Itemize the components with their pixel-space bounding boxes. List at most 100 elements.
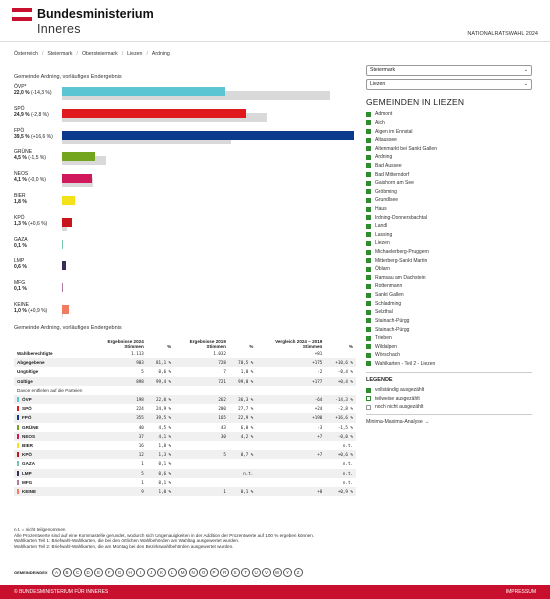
index-letter-i[interactable]: I bbox=[136, 568, 146, 577]
index-letter-k[interactable]: K bbox=[157, 568, 167, 577]
col-header-stimmen: Stimmen bbox=[206, 344, 226, 349]
index-letter-s[interactable]: S bbox=[230, 568, 240, 577]
cell-value: 22,0 % bbox=[146, 395, 175, 405]
gemeinde-item[interactable]: Mitterberg-Sankt Martin bbox=[366, 256, 536, 265]
index-letter-v[interactable]: V bbox=[262, 568, 272, 577]
cell-value bbox=[174, 478, 229, 487]
gemeinde-name: Irdning-Donnersbachtal bbox=[375, 214, 427, 221]
gemeinde-item[interactable]: Gaishorn am See bbox=[366, 179, 536, 188]
gemeinde-item[interactable]: Bad Mitterndorf bbox=[366, 170, 536, 179]
cell-value: 721 bbox=[174, 376, 229, 386]
index-letter-m[interactable]: M bbox=[178, 568, 188, 577]
bar-2024[interactable] bbox=[62, 130, 354, 140]
gemeinde-item[interactable]: Altaussee bbox=[366, 136, 536, 145]
gemeinde-item[interactable]: Haus bbox=[366, 205, 536, 214]
minmax-analysis-link[interactable]: Minima-Maxima-Analyse → bbox=[366, 419, 430, 425]
index-letter-g[interactable]: G bbox=[115, 568, 125, 577]
index-letter-w[interactable]: W bbox=[272, 568, 282, 577]
index-letter-c[interactable]: C bbox=[73, 568, 83, 577]
gemeinde-item[interactable]: Aigen im Ennstal bbox=[366, 127, 536, 136]
bar-2024[interactable] bbox=[62, 239, 63, 249]
index-letter-r[interactable]: R bbox=[220, 568, 230, 577]
cell-value bbox=[256, 478, 325, 487]
index-letter-b[interactable]: B bbox=[62, 568, 72, 577]
gemeinde-item[interactable]: Landl bbox=[366, 222, 536, 231]
bar-2024[interactable] bbox=[62, 196, 76, 205]
index-letter-n[interactable]: N bbox=[188, 568, 198, 577]
district-select[interactable]: Liezen ⌄ bbox=[366, 79, 532, 90]
gemeinde-name: Altenmarkt bei Sankt Gallen bbox=[375, 145, 437, 152]
index-letter-f[interactable]: F bbox=[104, 568, 114, 577]
cell-value: 9 bbox=[92, 487, 147, 497]
gemeinde-item[interactable]: Liezen bbox=[366, 239, 536, 248]
gemeinde-item[interactable]: Selzthal bbox=[366, 308, 536, 317]
bar-2024[interactable] bbox=[62, 261, 67, 271]
gemeinde-item[interactable]: Wörschach bbox=[366, 351, 536, 360]
table-row: GRÜNE 40 4,5 % 43 6,0 % -3 -1,5 % bbox=[14, 423, 356, 432]
index-letter-t[interactable]: T bbox=[241, 568, 251, 577]
breadcrumb-item[interactable]: Steiermark bbox=[47, 51, 73, 57]
cell-value: -14,3 % bbox=[325, 395, 356, 405]
bar-2024[interactable] bbox=[62, 305, 70, 314]
breadcrumb-item[interactable]: Liezen bbox=[127, 51, 143, 57]
index-letter-h[interactable]: H bbox=[125, 568, 135, 577]
bar-2024[interactable] bbox=[62, 174, 93, 184]
ministry-subname[interactable]: Inneres bbox=[37, 22, 81, 36]
party-name: ÖVP* bbox=[14, 84, 27, 90]
gemeinde-item[interactable]: Aich bbox=[366, 119, 536, 128]
cell-value: 1,8 % bbox=[158, 443, 172, 449]
gemeinde-item[interactable]: Öblarn bbox=[366, 265, 536, 274]
index-letter-p[interactable]: P bbox=[209, 568, 219, 577]
gemeinde-item[interactable]: Stainach-Pürgg bbox=[366, 325, 536, 334]
gemeinde-item[interactable]: Altenmarkt bei Sankt Gallen bbox=[366, 144, 536, 153]
cell-value: 99,0 % bbox=[228, 376, 257, 386]
status-square-icon bbox=[366, 249, 371, 255]
party-name: GAZA bbox=[17, 461, 36, 467]
gemeinde-item[interactable]: Gröbming bbox=[366, 187, 536, 196]
breadcrumb-item[interactable]: Obersteiermark bbox=[81, 51, 118, 57]
index-letter-a[interactable]: A bbox=[52, 568, 62, 577]
gemeinde-item[interactable]: Sankt Gallen bbox=[366, 291, 536, 300]
index-letter-j[interactable]: J bbox=[146, 568, 156, 577]
ministry-name[interactable]: Bundesministerium bbox=[37, 7, 154, 21]
gemeinde-item[interactable]: Grundlsee bbox=[366, 196, 536, 205]
gemeinde-item[interactable]: Lassing bbox=[366, 231, 536, 240]
gemeinde-item[interactable]: Ramsau am Dachstein bbox=[366, 274, 536, 283]
bar-2024[interactable] bbox=[62, 283, 63, 293]
gemeinde-item[interactable]: Schladming bbox=[366, 299, 536, 308]
index-letter-o[interactable]: O bbox=[199, 568, 209, 577]
breadcrumb-item[interactable]: Österreich bbox=[14, 51, 38, 57]
state-select[interactable]: Steiermark ⌄ bbox=[366, 65, 532, 76]
index-letter-u[interactable]: U bbox=[251, 568, 261, 577]
chevron-down-icon: ⌄ bbox=[523, 67, 528, 73]
bar-2024[interactable] bbox=[62, 108, 247, 118]
cell-value: 1.032 bbox=[213, 351, 226, 356]
austria-flag-logo[interactable] bbox=[12, 8, 32, 21]
status-square-icon bbox=[366, 266, 371, 272]
gemeinde-item[interactable]: Bad Aussee bbox=[366, 162, 536, 171]
gemeinde-item[interactable]: Admont bbox=[366, 110, 536, 119]
index-letter-l[interactable]: L bbox=[167, 568, 177, 577]
bar-2024[interactable] bbox=[62, 217, 72, 227]
gemeinde-item[interactable]: Wahlkarten - Teil 2 - Liezen bbox=[366, 360, 536, 369]
party-label: BIER 1,8 % bbox=[14, 193, 27, 205]
party-label: ÖVP* 22,0 % (-14,3 %) bbox=[14, 84, 52, 96]
gemeinde-item[interactable]: Rottenmann bbox=[366, 282, 536, 291]
cell-value: 1.113 bbox=[131, 351, 144, 356]
row-label: Gültige bbox=[14, 376, 92, 386]
index-letter-e[interactable]: E bbox=[94, 568, 104, 577]
gemeinde-item[interactable]: Wildalpen bbox=[366, 342, 536, 351]
index-letter-y[interactable]: Y bbox=[283, 568, 293, 577]
bar-2024[interactable] bbox=[62, 87, 225, 96]
bar-2024[interactable] bbox=[62, 152, 96, 162]
party-value: 4,1 % (-0,0 %) bbox=[14, 177, 46, 184]
gemeinde-item[interactable]: Trieben bbox=[366, 334, 536, 343]
gemeinde-item[interactable]: Michaelerberg-Pruggern bbox=[366, 248, 536, 257]
gemeinde-item[interactable]: Ardning bbox=[366, 153, 536, 162]
gemeinde-item[interactable]: Stainach-Pürgg bbox=[366, 317, 536, 326]
index-letter-d[interactable]: D bbox=[83, 568, 93, 577]
gemeinde-name: Rottenmann bbox=[375, 283, 403, 290]
index-letter-z[interactable]: Z bbox=[293, 568, 303, 577]
gemeinde-item[interactable]: Irdning-Donnersbachtal bbox=[366, 213, 536, 222]
impressum-link[interactable]: IMPRESSUM bbox=[505, 589, 536, 595]
